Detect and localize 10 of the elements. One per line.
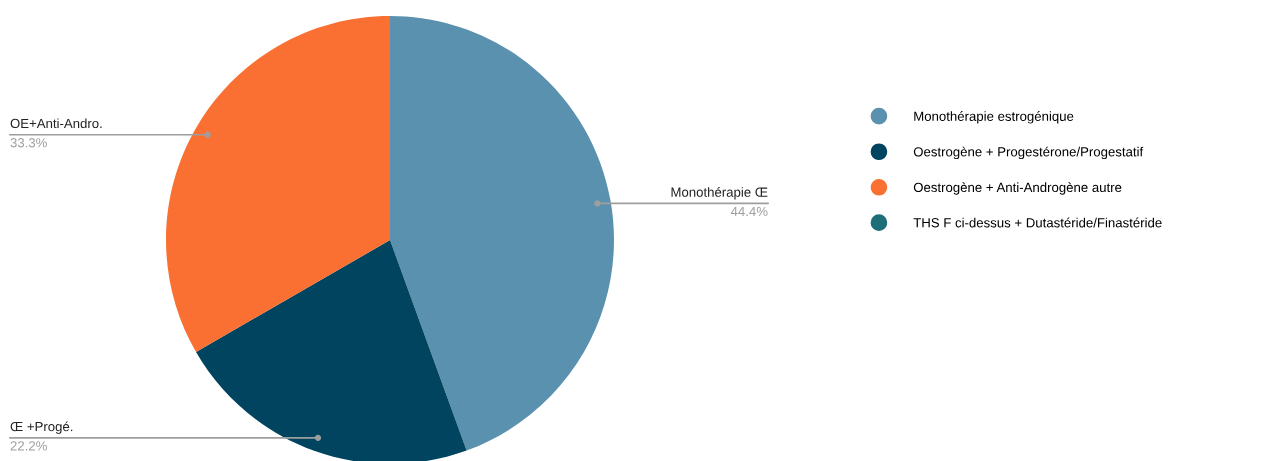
- data-label: 33.3%: [10, 138, 47, 148]
- text: OE+Anti-Andro.: [10, 118, 102, 129]
- text: Monothérapie Œ: [671, 186, 768, 200]
- data-label: 22.2%: [10, 441, 47, 451]
- data-label: 44.4%: [730, 206, 768, 217]
- legend-label: THS F ci-dessus + Dutastéride/Finastéride: [913, 217, 1162, 228]
- legend-label: Oestrogène + Anti-Androgène autre: [913, 182, 1122, 195]
- legend-label: Monothérapie estrogénique: [914, 111, 1074, 124]
- legend-label: Oestrogène + Progestérone/Progestatif: [913, 146, 1144, 160]
- text: Œ +Progé.: [10, 421, 73, 434]
